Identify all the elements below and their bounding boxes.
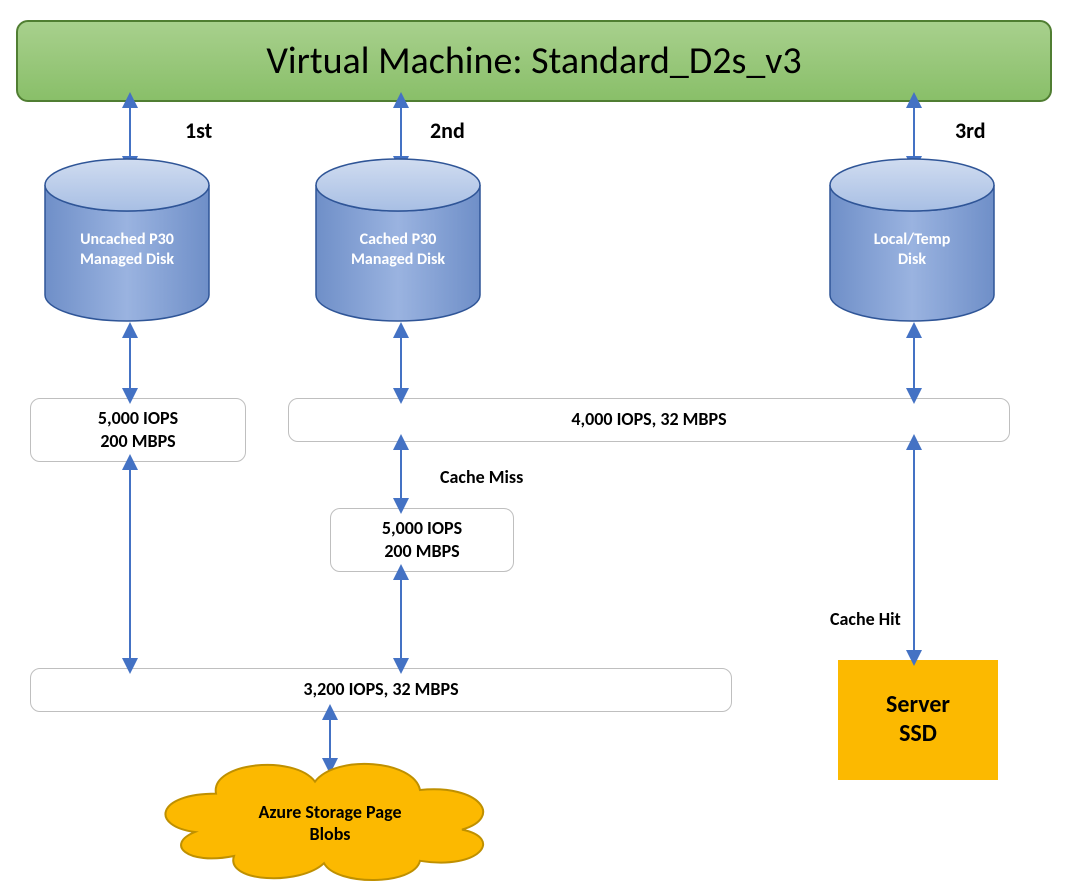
box-5000-uncached: 5,000 IOPS 200 MBPS (30, 398, 246, 462)
box-text: 5,000 IOPS 200 MBPS (98, 407, 178, 454)
cache-miss-label: Cache Miss (440, 466, 523, 488)
svg-text:Uncached P30: Uncached P30 (80, 230, 174, 249)
ssd-text: Server SSD (886, 691, 950, 749)
svg-text:Disk: Disk (898, 250, 926, 269)
diagram-canvas: Virtual Machine: Standard_D2s_v3 1st 2nd… (0, 0, 1065, 886)
col-label-2nd: 2nd (430, 117, 465, 144)
box-text: 4,000 IOPS, 32 MBPS (571, 408, 726, 431)
svg-text:Blobs: Blobs (310, 823, 351, 845)
cylinders: Uncached P30Managed DiskCached P30Manage… (45, 159, 994, 321)
cloud-azure-blobs: Azure Storage PageBlobs (165, 764, 483, 880)
vm-label: Virtual Machine: Standard_D2s_v3 (266, 38, 801, 84)
col-label-1st: 1st (185, 117, 212, 144)
server-ssd-box: Server SSD (838, 660, 998, 780)
svg-text:Cached P30: Cached P30 (360, 230, 437, 249)
box-text: 5,000 IOPS 200 MBPS (382, 517, 462, 564)
svg-text:Managed Disk: Managed Disk (80, 250, 174, 269)
svg-text:Managed Disk: Managed Disk (351, 250, 445, 269)
col-label-3rd: 3rd (955, 117, 986, 144)
box-5000-cachemiss: 5,000 IOPS 200 MBPS (330, 508, 514, 572)
box-text: 3,200 IOPS, 32 MBPS (303, 678, 458, 701)
svg-text:Azure Storage Page: Azure Storage Page (258, 801, 401, 823)
cache-hit-label: Cache Hit (830, 608, 901, 630)
svg-text:Local/Temp: Local/Temp (874, 230, 951, 249)
box-4000-cached: 4,000 IOPS, 32 MBPS (288, 398, 1010, 442)
box-3200: 3,200 IOPS, 32 MBPS (30, 668, 732, 712)
vm-box: Virtual Machine: Standard_D2s_v3 (16, 20, 1052, 102)
